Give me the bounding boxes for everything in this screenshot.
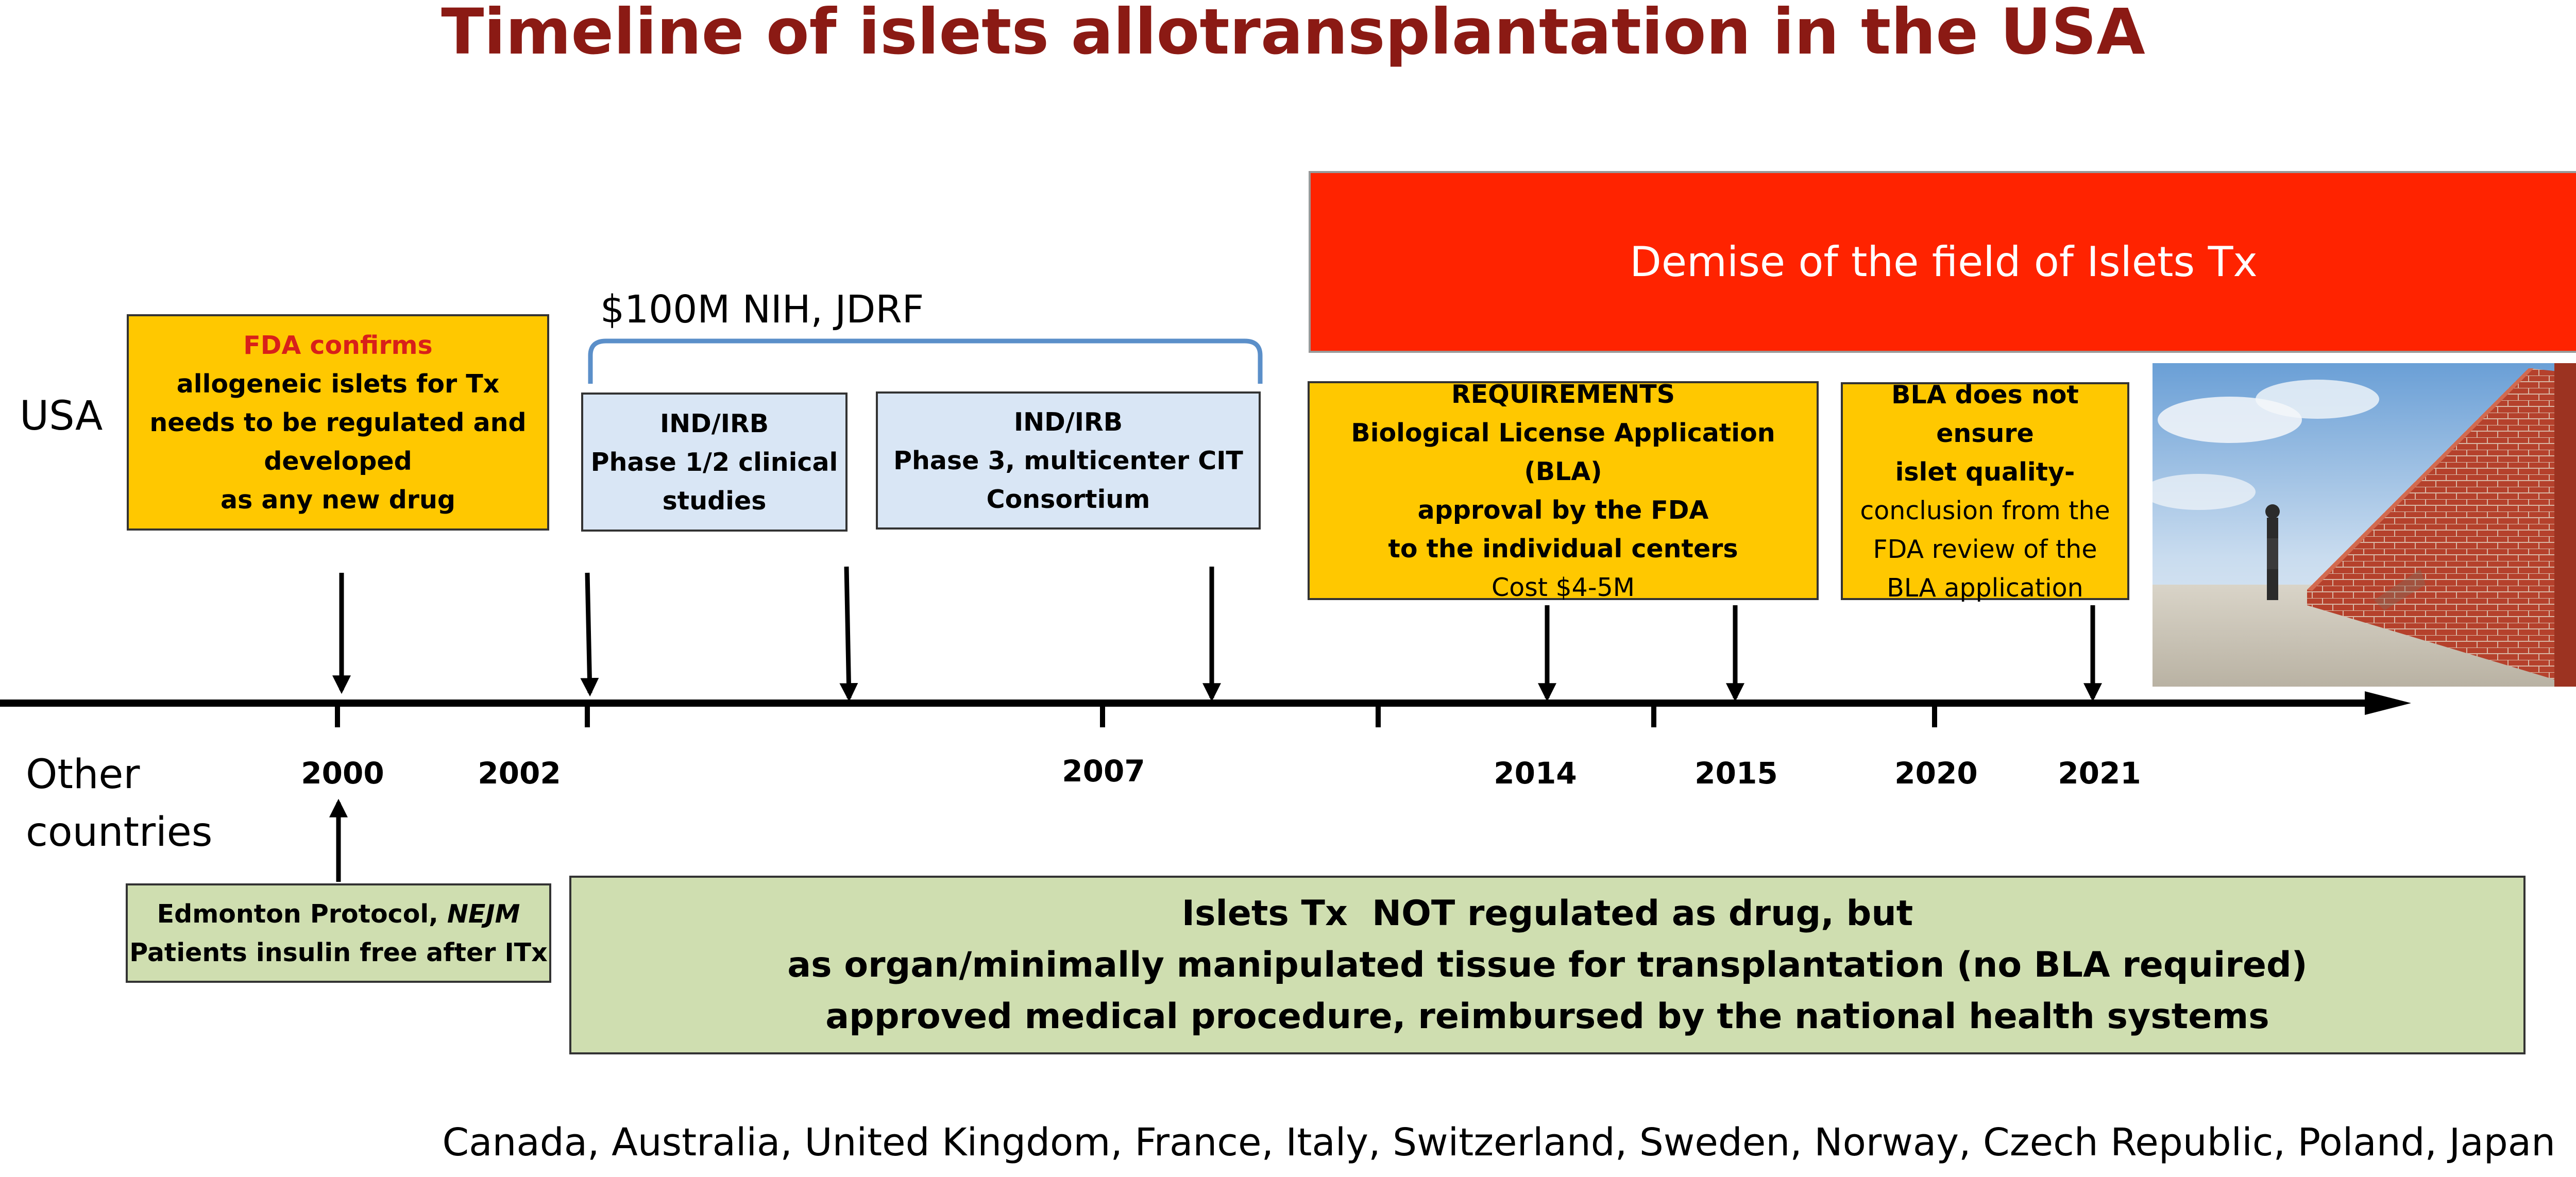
other-countries-regulation-box: Islets Tx NOT regulated as drug, but as … xyxy=(569,876,2526,1054)
row-label-usa: USA xyxy=(20,393,103,439)
axis-ticks xyxy=(335,703,1937,727)
ind-irb-phase3-box: IND/IRB Phase 3, multicenter CIT Consort… xyxy=(876,391,1261,530)
bla-quality-box: BLA does not ensure islet quality- concl… xyxy=(1841,380,2129,603)
funding-bracket xyxy=(588,338,1263,384)
event-arrows xyxy=(329,566,2102,882)
demise-banner: Demise of the field of Islets Tx xyxy=(1309,171,2576,353)
year-label-2014: 2014 xyxy=(1494,756,1577,791)
year-label-2015: 2015 xyxy=(1694,756,1778,791)
funding-label: $100M NIH, JDRF xyxy=(600,287,924,332)
year-label-2020: 2020 xyxy=(1894,756,1978,791)
row-label-other-countries: Other countries xyxy=(26,752,213,856)
countries-list: Canada, Australia, United Kingdom, Franc… xyxy=(442,1120,2555,1165)
bla-requirements-box: REQUIREMENTS Biological License Applicat… xyxy=(1308,380,1819,602)
arrow-ind1-start xyxy=(580,572,599,697)
edmonton-protocol-box: Edmonton Protocol, NEJM Patients insulin… xyxy=(126,883,551,983)
year-label-2000: 2000 xyxy=(301,756,384,791)
brick-wall-image xyxy=(2153,363,2576,687)
timeline-axis-arrowhead xyxy=(2365,691,2411,715)
ind-irb-phase12-box: IND/IRB Phase 1/2 clinical studies xyxy=(581,393,848,532)
year-label-2021: 2021 xyxy=(2058,756,2141,791)
arrow-ind1-end xyxy=(839,566,858,702)
fda-confirms-box: FDA confirms allogeneic islets for Tx ne… xyxy=(127,314,549,531)
year-label-2002: 2002 xyxy=(478,756,561,791)
year-label-2007: 2007 xyxy=(1062,754,1145,789)
page-title: Timeline of islets allotransplantation i… xyxy=(441,0,2145,69)
